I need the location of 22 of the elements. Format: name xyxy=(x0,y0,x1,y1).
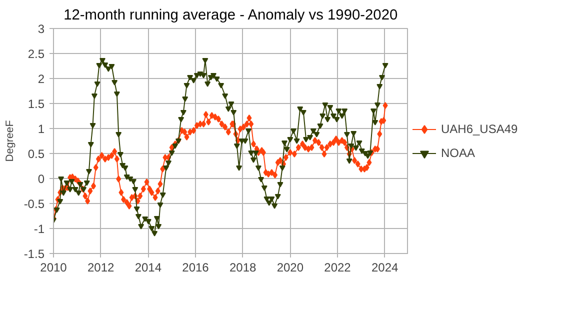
legend-label: UAH6_USA49 xyxy=(441,122,518,136)
y-tick-label: 2 xyxy=(38,72,45,86)
x-tick-label: 2020 xyxy=(276,260,304,274)
y-tick-label: -1.5 xyxy=(24,247,45,261)
x-tick-label: 2014 xyxy=(134,260,162,274)
y-tick-label: 0 xyxy=(38,172,45,186)
y-tick-label: 3 xyxy=(38,22,45,36)
x-tick-label: 2016 xyxy=(182,260,210,274)
chart-title: 12-month running average - Anomaly vs 1990-2020 xyxy=(64,8,398,24)
y-tick-label: -0.5 xyxy=(24,197,45,211)
y-tick-label: 0.5 xyxy=(28,147,45,161)
y-tick-label: -1 xyxy=(34,222,45,236)
x-tick-label: 2018 xyxy=(229,260,257,274)
x-tick-label: 2024 xyxy=(371,260,399,274)
x-tick-label: 2022 xyxy=(324,260,352,274)
x-tick-label: 2010 xyxy=(40,260,68,274)
y-tick-label: 1.5 xyxy=(28,97,45,111)
legend-label: NOAA xyxy=(441,146,476,160)
y-tick-label: 1 xyxy=(38,122,45,136)
y-tick-label: 2.5 xyxy=(28,47,45,61)
x-tick-label: 2012 xyxy=(87,260,115,274)
y-axis-title: DegreeF xyxy=(4,120,16,162)
